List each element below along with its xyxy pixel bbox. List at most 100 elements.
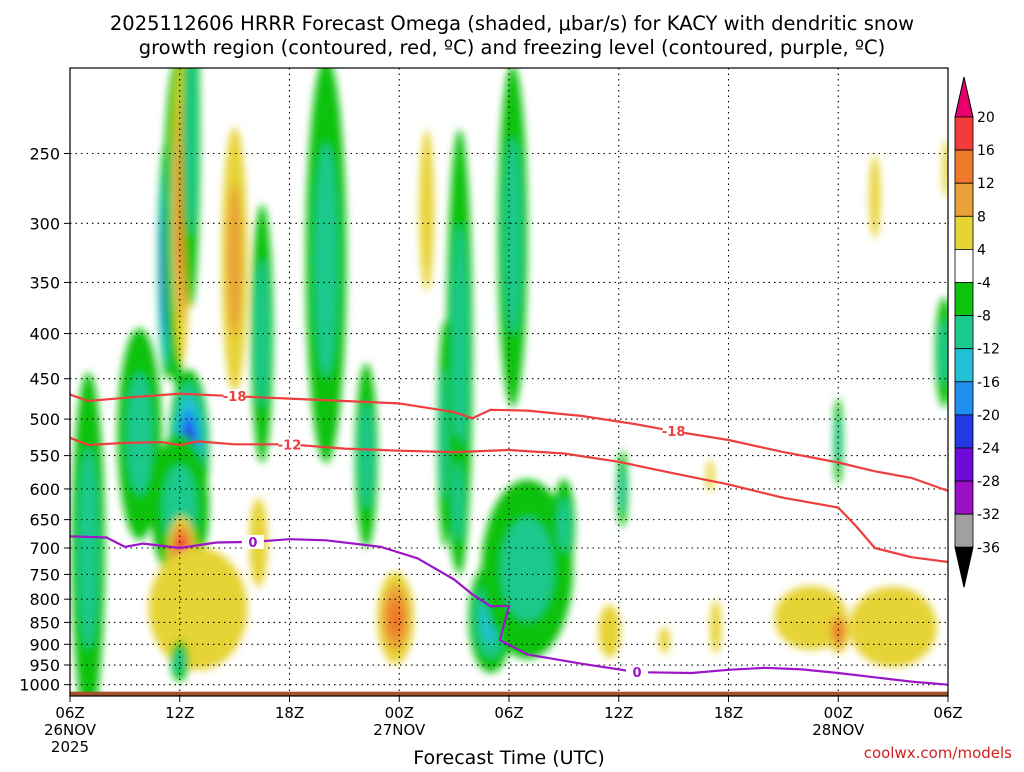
contour-label-bg xyxy=(626,665,649,680)
y-tick-label: 900 xyxy=(29,635,60,654)
colorbar-bottom-arrow xyxy=(954,546,974,588)
omega-band xyxy=(557,498,571,553)
y-tick-label: 850 xyxy=(29,613,60,632)
contour-label-bg xyxy=(278,437,301,452)
omega-cell xyxy=(935,297,948,408)
temperature-contours: -18 -18 -12 0 0 xyxy=(70,389,948,686)
colorbar-label: 8 xyxy=(977,209,986,225)
omega-cell xyxy=(827,609,850,654)
omega-cell xyxy=(942,139,948,199)
x-date-label: 26NOV xyxy=(44,721,97,739)
omega-cell xyxy=(148,547,248,670)
omega-cell xyxy=(305,68,347,463)
omega-cell xyxy=(170,640,189,682)
colorbar-swatch xyxy=(954,348,974,383)
colorbar-label: 4 xyxy=(977,242,986,258)
y-tick-label: 550 xyxy=(29,447,60,466)
omega-cell xyxy=(833,397,843,485)
colorbar-label: -36 xyxy=(977,540,1000,556)
x-date-label: 27NOV xyxy=(373,721,426,739)
omega-band xyxy=(227,183,242,337)
omega-band xyxy=(869,155,881,239)
omega-cell xyxy=(869,155,881,239)
x-tick-label: 06Z xyxy=(55,704,84,722)
omega-cell xyxy=(552,478,575,573)
colorbar-swatch xyxy=(954,116,974,151)
omega-band xyxy=(598,604,621,658)
contour-label-bg xyxy=(223,389,246,404)
omega-band xyxy=(78,447,98,649)
y-axis: 250 300 350 400 450 500 550 600 650 700 750 800 850 9… xyxy=(19,144,70,695)
omega-band xyxy=(833,621,844,641)
omega-band xyxy=(185,68,196,236)
y-tick-label: 700 xyxy=(29,539,60,558)
omega-band xyxy=(452,462,464,542)
y-tick-label: 600 xyxy=(29,480,60,499)
y-tick-label: 400 xyxy=(29,325,60,344)
x-tick-label: 06Z xyxy=(494,704,523,722)
x-tick-label: 12Z xyxy=(604,704,633,722)
y-tick-label: 500 xyxy=(29,410,60,429)
contour-label-bg xyxy=(662,424,685,439)
contour-line xyxy=(70,392,948,492)
colorbar-label: -4 xyxy=(977,276,991,292)
x-tick-label: 18Z xyxy=(275,704,304,722)
omega-cell xyxy=(181,68,200,308)
contour-line xyxy=(70,436,948,564)
title-line-2: growth region (contoured, red, ºC) and f… xyxy=(139,36,886,59)
omega-band xyxy=(148,547,248,670)
contour-label: -18 xyxy=(223,390,247,405)
colorbar-swatch xyxy=(954,315,974,350)
y-tick-label: 800 xyxy=(29,590,60,609)
colorbar-swatch xyxy=(954,215,974,250)
y-tick-label: 300 xyxy=(29,214,60,233)
colorbar-swatch xyxy=(954,414,974,449)
grid-lines xyxy=(69,68,949,696)
colorbar-swatch xyxy=(954,513,974,548)
colorbar-label: 20 xyxy=(977,110,995,126)
colorbar-label: 12 xyxy=(977,176,995,192)
contour-label: 0 xyxy=(633,666,642,681)
colorbar-label: -16 xyxy=(977,375,1000,391)
omega-band xyxy=(942,139,948,199)
y-tick-label: 450 xyxy=(29,370,60,389)
omega-band xyxy=(939,320,948,384)
y-tick-label: 950 xyxy=(29,656,60,675)
colorbar-label: -24 xyxy=(977,441,1000,457)
omega-band xyxy=(504,137,522,335)
omega-band xyxy=(440,368,450,500)
omega-cell xyxy=(498,68,528,408)
omega-band xyxy=(174,649,186,673)
omega-cell xyxy=(71,372,105,696)
colorbar: 20 16 12 8 4 -4 -8 -12 -16 -20 -24 -28 -32 -36 xyxy=(954,76,1000,588)
colorbar-swatch xyxy=(954,447,974,482)
omega-band xyxy=(619,466,626,512)
omega-band xyxy=(387,598,404,638)
title-line-1: 2025112606 HRRR Forecast Omega (shaded, … xyxy=(110,12,914,35)
x-year-label: 2025 xyxy=(51,738,89,756)
omega-cell xyxy=(481,479,574,659)
x-tick-label: 00Z xyxy=(824,704,853,722)
y-tick-label: 350 xyxy=(29,273,60,292)
omega-cell xyxy=(377,572,414,664)
colorbar-top-arrow xyxy=(954,76,974,118)
y-tick-label: 750 xyxy=(29,565,60,584)
omega-cell xyxy=(706,459,714,493)
omega-band xyxy=(255,259,269,408)
omega-band xyxy=(314,143,338,377)
contour-label-bg xyxy=(241,534,264,549)
omega-band xyxy=(835,416,841,467)
x-tick-label: 12Z xyxy=(165,704,194,722)
omega-band xyxy=(710,600,722,654)
watermark: coolwx.com/models xyxy=(864,744,1012,762)
x-tick-label: 06Z xyxy=(933,704,962,722)
contour-label: -18 xyxy=(662,425,686,440)
y-tick-label: 650 xyxy=(29,511,60,530)
colorbar-swatch xyxy=(954,149,974,184)
colorbar-swatch xyxy=(954,282,974,316)
colorbar-swatch xyxy=(954,248,974,283)
omega-cell xyxy=(221,127,248,393)
colorbar-label: -12 xyxy=(977,342,1000,358)
